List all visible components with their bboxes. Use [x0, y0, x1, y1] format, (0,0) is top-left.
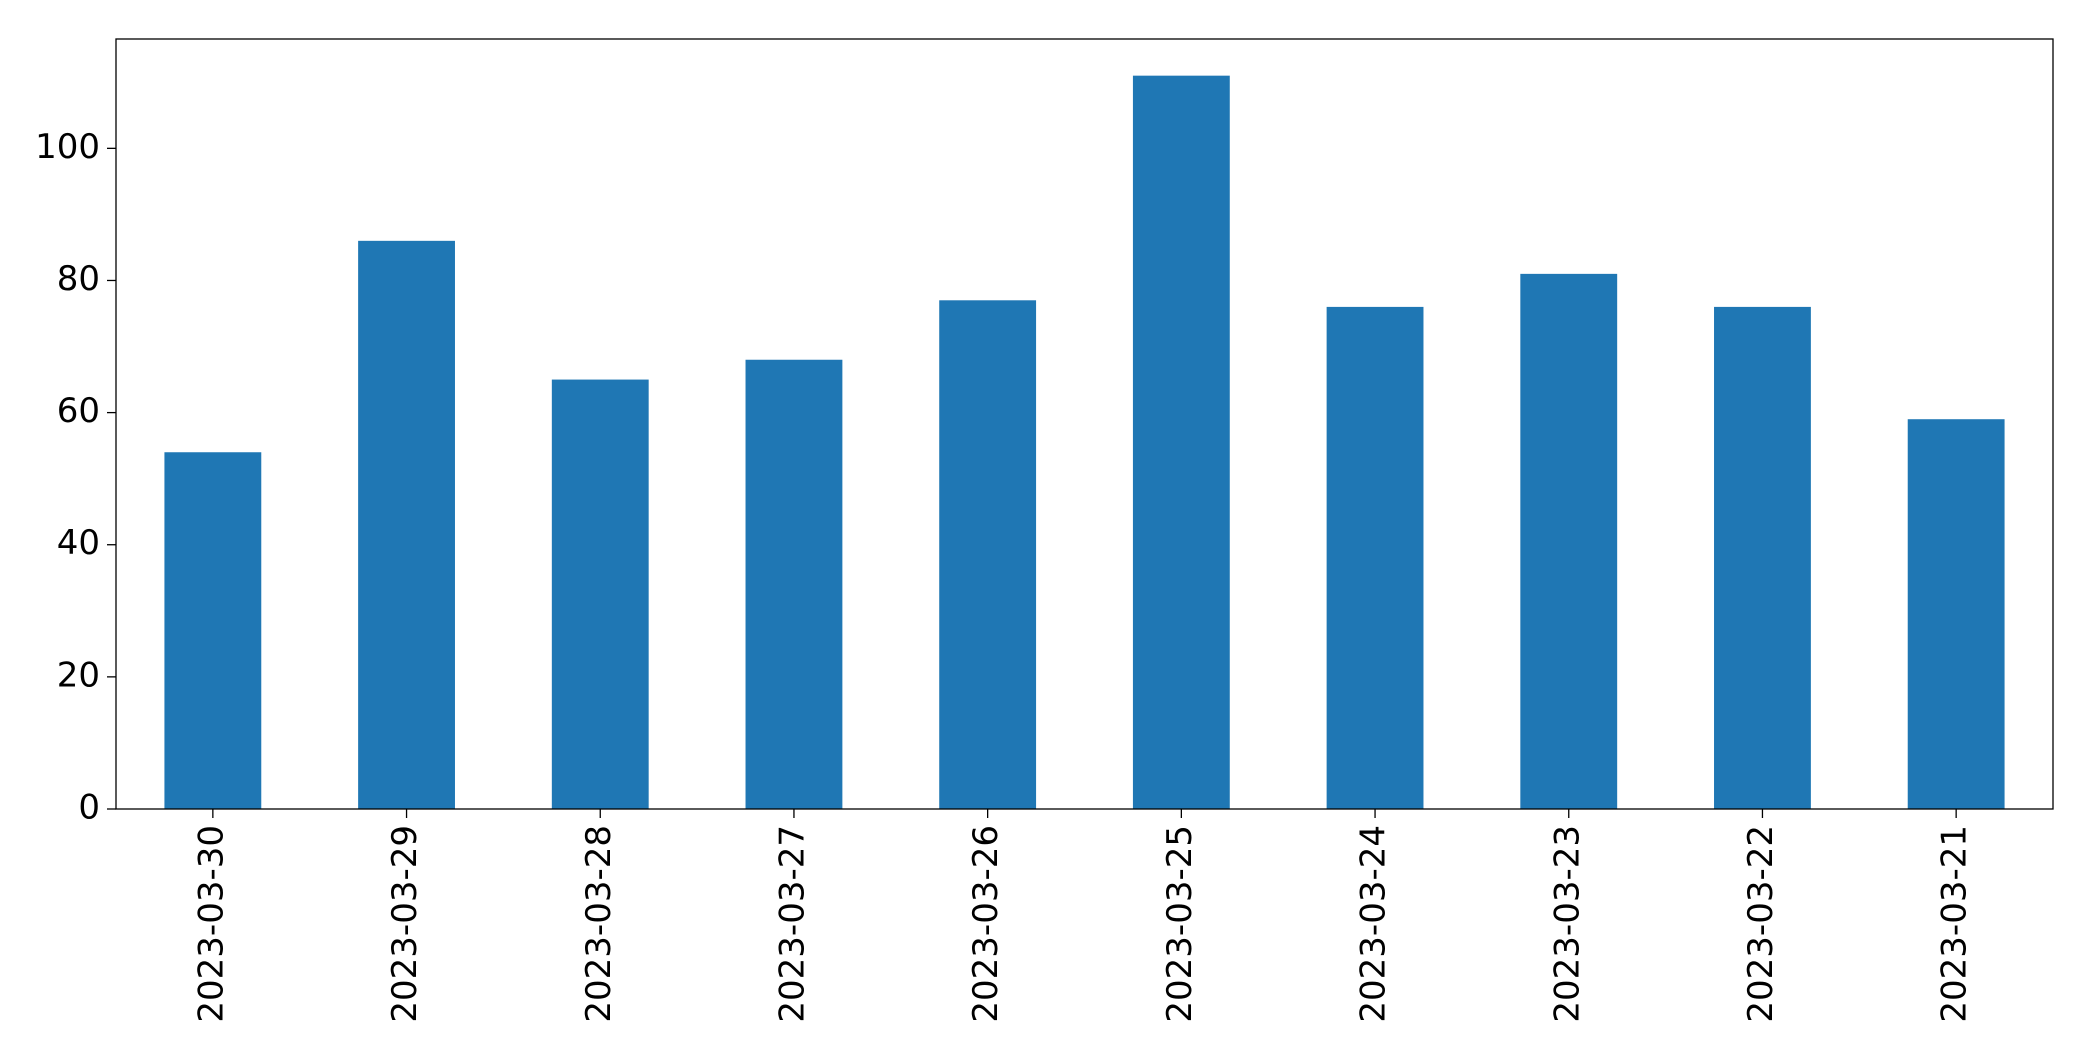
y-tick-label: 0	[78, 788, 100, 828]
bar	[1714, 306, 1811, 809]
bar	[1520, 273, 1618, 809]
x-tick-label: 2023-03-26	[966, 825, 1006, 1023]
bar	[939, 300, 1037, 809]
x-tick-label: 2023-03-21	[1935, 825, 1975, 1023]
x-tick-label: 2023-03-29	[385, 825, 425, 1023]
bar	[358, 240, 455, 809]
bar	[551, 379, 649, 809]
x-tick-label: 2023-03-25	[1160, 825, 1200, 1023]
bar	[1326, 306, 1424, 809]
bar	[1907, 419, 2005, 809]
y-tick-label: 60	[57, 391, 100, 431]
x-tick-label: 2023-03-28	[579, 825, 619, 1023]
bar	[1132, 75, 1230, 809]
x-tick-label: 2023-03-30	[191, 825, 231, 1023]
x-tick-label: 2023-03-27	[772, 825, 812, 1023]
y-tick-label: 20	[57, 655, 100, 695]
y-tick-label: 100	[35, 127, 100, 167]
x-tick-label: 2023-03-22	[1741, 825, 1781, 1023]
bar	[745, 359, 843, 809]
y-tick-label: 40	[57, 523, 100, 563]
y-tick-label: 80	[57, 259, 100, 299]
x-tick-label: 2023-03-23	[1547, 825, 1587, 1023]
plot-frame	[115, 38, 2054, 810]
x-tick-label: 2023-03-24	[1354, 825, 1394, 1023]
bar	[164, 452, 262, 809]
